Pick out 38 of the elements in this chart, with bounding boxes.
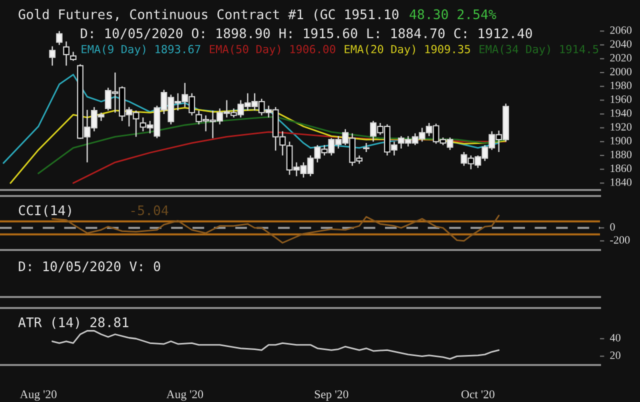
candlestick [63,40,70,66]
text: EMA(20 Day) 1909.35 [344,44,470,56]
text: D: 10/05/2020 V: 0 [18,261,160,272]
candlestick [49,46,56,66]
y-tick-label: 1880 [610,150,632,158]
x-tick-label: Aug '20 [166,390,204,401]
y-tick-label: 1920 [610,123,632,131]
x-tick-label: Aug '20 [20,390,57,401]
series-label: EMA(9 Day) 1893.67 [82,44,200,56]
text: EMA(34 Day) 1914.5 [480,44,598,56]
text: ATR (14) 28.81 [18,317,128,329]
line-series [2,74,500,164]
y-tick-label: 1900 [610,136,632,144]
y-tick-label: 2020 [610,54,632,62]
y-tick-label: 40 [610,334,620,342]
candlestick [363,142,370,153]
y-tick-label: 2060 [610,26,632,34]
text: CCI(14) [18,205,71,217]
y-tick-label: 1960 [610,95,632,103]
y-tick-label: -200 [610,236,630,244]
y-tick-label: 1860 [610,164,632,172]
y-tick-label: 1840 [610,178,632,186]
line-series [52,330,500,360]
y-tick-label: 1940 [610,109,632,117]
x-tick-label: Sep '20 [314,390,348,401]
y-tick-label: 20 [610,352,620,360]
candlestick [56,30,63,46]
y-tick-label: 1980 [610,82,632,90]
x-tick-label: Oct '20 [461,390,494,398]
line-series [72,131,507,184]
annotation: 48.30 2.54% [410,9,496,20]
annotation: -5.04 [131,205,168,216]
annotation: D: 10/05/2020 O: 1898.90 H: 1915.60 L: 1884.70 C: 1912.40 [80,28,532,40]
y-tick-label: 2040 [610,40,632,48]
text: Gold Futures, Continuous Contract #1 (GC 1951.10 [18,9,398,21]
text: EMA(50 Day) 1906.00 [210,44,336,56]
y-tick-label: 2000 [610,68,632,76]
y-tick-label: 0 [610,223,615,231]
